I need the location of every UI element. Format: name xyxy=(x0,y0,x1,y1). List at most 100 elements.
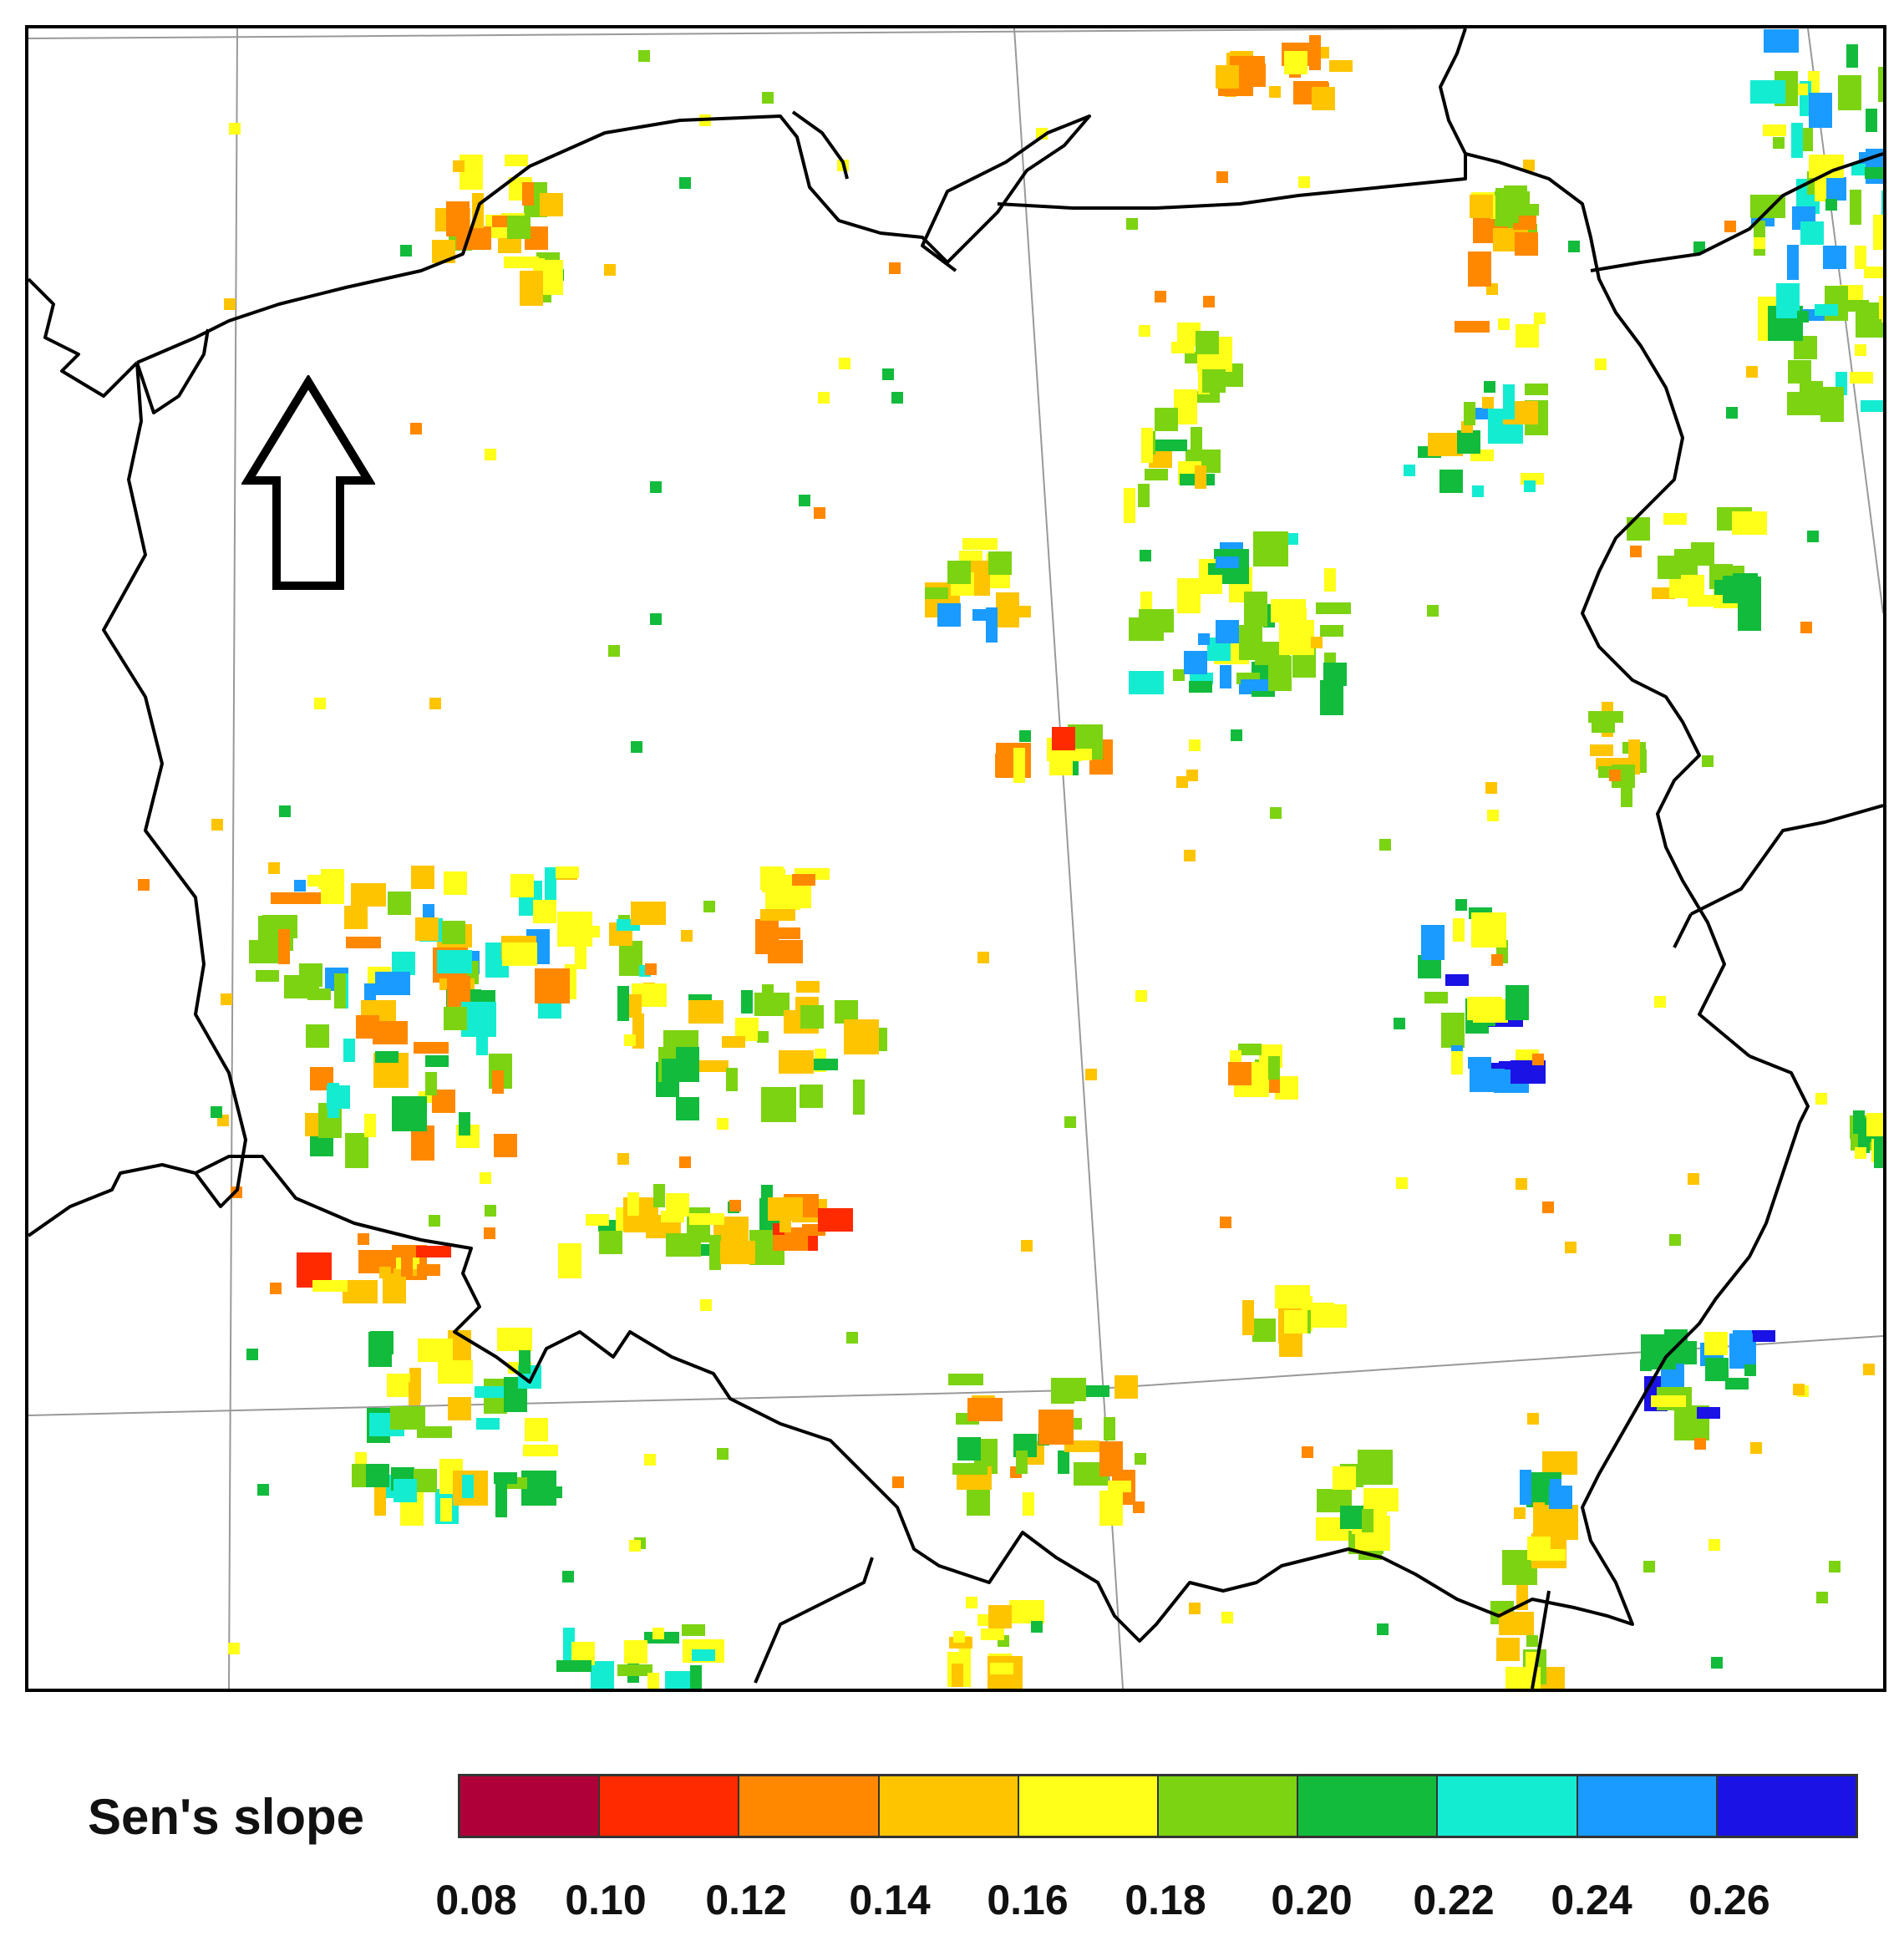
hotspot-cell xyxy=(1203,296,1215,307)
hotspot-cell xyxy=(1013,748,1025,783)
hotspot-cell xyxy=(1155,291,1166,302)
hotspot-cell xyxy=(1202,369,1226,393)
hotspot-cell xyxy=(617,986,629,1021)
hotspot-cell xyxy=(1531,1549,1566,1561)
hotspot-cell xyxy=(757,1031,769,1043)
hotspot-cell xyxy=(556,1660,592,1672)
hotspot-cell xyxy=(278,929,290,964)
hotspot-cell xyxy=(1340,1506,1363,1529)
hotspot-cell xyxy=(414,1042,449,1054)
hotspot-cell xyxy=(977,952,989,963)
hotspot-cell xyxy=(1023,1492,1034,1516)
hotspot-cell xyxy=(779,1209,791,1232)
hotspot-cell xyxy=(952,1463,988,1475)
hotspot-cell xyxy=(586,1214,609,1226)
legend-swatch xyxy=(879,1776,1019,1836)
hotspot-cell xyxy=(1658,556,1681,579)
hotspot-cell xyxy=(1231,729,1242,741)
hotspot-cell xyxy=(551,1486,562,1498)
hotspot-cell xyxy=(540,260,563,295)
hotspot-cell xyxy=(1424,992,1448,1003)
hotspot-cell xyxy=(729,1200,741,1212)
hotspot-cell xyxy=(345,1133,368,1168)
hotspot-cell xyxy=(682,1624,705,1636)
hotspot-cell xyxy=(1271,599,1306,622)
hotspot-cell xyxy=(453,160,465,172)
hotspot-cell xyxy=(981,1628,1004,1640)
hotspot-cell xyxy=(1470,1069,1505,1092)
hotspot-cell xyxy=(1855,246,1866,269)
hotspot-cell xyxy=(1791,123,1803,158)
hotspot-cell xyxy=(1738,596,1761,631)
hotspot-cell xyxy=(535,968,570,1003)
hotspot-cell xyxy=(1139,325,1150,337)
hotspot-cell xyxy=(996,592,1019,627)
hotspot-cell xyxy=(1823,177,1846,201)
hotspot-cell xyxy=(1253,531,1288,566)
hotspot-cell xyxy=(429,698,441,709)
hotspot-cell xyxy=(1189,681,1212,693)
hotspot-cell xyxy=(510,874,534,897)
hotspot-cell xyxy=(221,993,232,1005)
hotspot-cell xyxy=(1850,372,1873,384)
hotspot-cell xyxy=(1216,556,1239,568)
hotspot-cell xyxy=(1864,267,1883,278)
hotspot-cell xyxy=(1470,195,1493,218)
hotspot-cell xyxy=(485,449,496,460)
hotspot-cell xyxy=(1725,1378,1749,1390)
hotspot-cell xyxy=(294,880,306,892)
hotspot-cell xyxy=(448,1397,471,1420)
hotspot-cell xyxy=(459,1112,470,1135)
hotspot-cell xyxy=(1270,807,1282,819)
legend-tick-labels: 0.08 0.10 0.12 0.14 0.16 0.18 0.20 0.22 0.24 0.26 xyxy=(0,1876,1904,1934)
hotspot-cell xyxy=(679,1156,691,1168)
hotspot-cell xyxy=(1709,564,1733,576)
hotspot-cell xyxy=(1621,772,1632,807)
hotspot-cell xyxy=(1129,617,1164,641)
hotspot-cell xyxy=(494,1472,517,1484)
hotspot-cell xyxy=(228,1643,240,1654)
hotspot-cell xyxy=(1021,1240,1033,1252)
hotspot-cell xyxy=(1279,620,1314,655)
hotspot-cell xyxy=(666,1233,701,1257)
hotspot-cell xyxy=(608,645,620,657)
legend-title: Sen's slope xyxy=(88,1789,365,1845)
hotspot-cell xyxy=(410,423,422,434)
hotspot-cell xyxy=(1874,1133,1883,1168)
hel-peninsula xyxy=(791,110,849,180)
hotspot-cell xyxy=(1216,620,1239,643)
hotspot-cell xyxy=(1800,622,1812,633)
hotspot-cell xyxy=(1491,954,1503,966)
hotspot-cell xyxy=(1298,176,1310,188)
hotspot-cell xyxy=(1049,752,1073,775)
hotspot-cell xyxy=(1549,1486,1572,1509)
hotspot-cell xyxy=(279,805,291,817)
hotspot-cell xyxy=(1592,721,1615,733)
hotspot-cell xyxy=(591,1661,614,1689)
hotspot-cell xyxy=(1140,550,1151,561)
hotspot-cell xyxy=(1503,384,1515,419)
hotspot-cell xyxy=(444,871,467,895)
hotspot-cell xyxy=(1609,770,1621,781)
hotspot-cell xyxy=(1729,1334,1753,1369)
legend-tick-label: 0.20 xyxy=(1271,1877,1353,1923)
hotspot-cell xyxy=(844,1019,879,1054)
hotspot-cell xyxy=(768,940,803,963)
map-canvas xyxy=(28,28,1883,1689)
hotspot-cell xyxy=(392,1096,427,1131)
hotspot-cell xyxy=(1691,542,1714,566)
hotspot-cell xyxy=(484,1227,495,1239)
hotspot-cell xyxy=(1323,663,1347,686)
hotspot-cell xyxy=(502,942,537,966)
hotspot-cell xyxy=(480,1172,491,1184)
hotspot-cell xyxy=(1800,221,1824,245)
hotspot-cell xyxy=(882,368,894,380)
hotspot-cell xyxy=(972,609,996,621)
hotspot-cell xyxy=(741,990,753,1014)
baltic-coastline xyxy=(136,114,1091,364)
hotspot-cell xyxy=(846,1332,858,1344)
hotspot-cell xyxy=(760,909,795,921)
hotspot-cell xyxy=(1881,311,1883,323)
hotspot-cell xyxy=(299,963,322,987)
hotspot-cell xyxy=(415,917,439,941)
